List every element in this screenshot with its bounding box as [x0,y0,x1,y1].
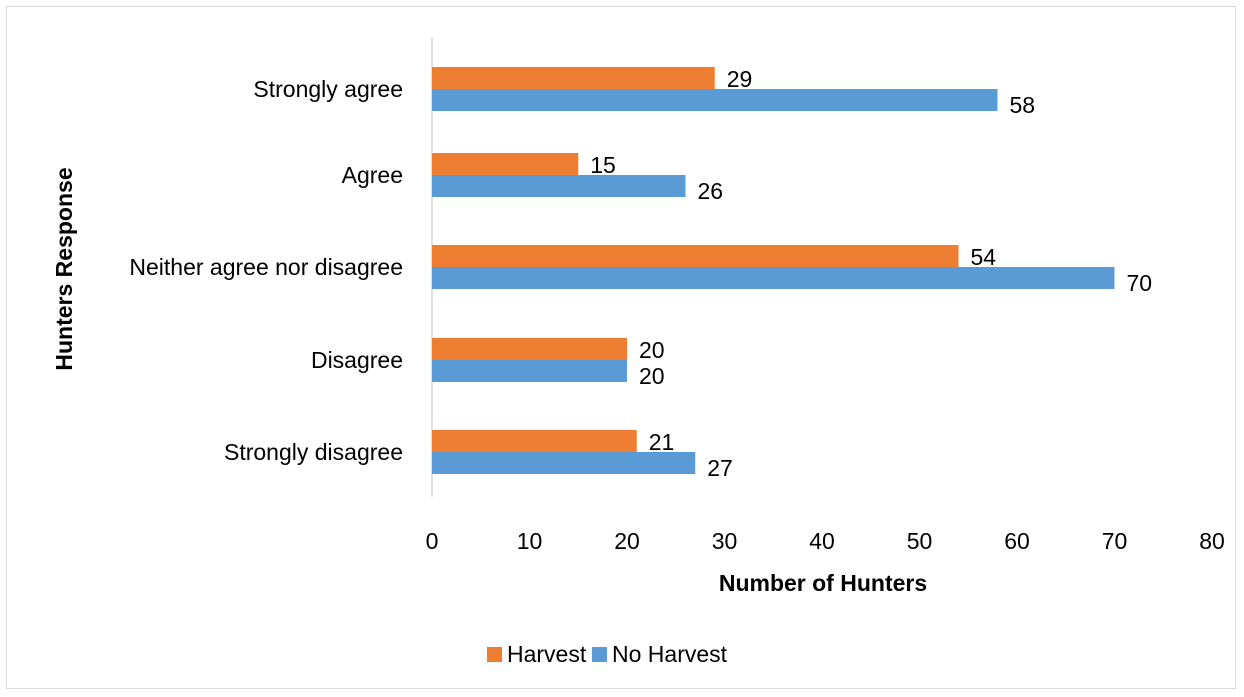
x-tick-label: 10 [517,528,543,554]
data-label: 15 [590,152,616,178]
data-label: 58 [1010,92,1036,118]
bar-no-harvest [432,267,1115,289]
legend-label: No Harvest [612,641,728,667]
bars-group [432,67,1115,474]
data-label: 26 [698,178,724,204]
data-label: 20 [639,337,665,363]
data-label: 54 [971,244,997,270]
data-label: 29 [727,66,753,92]
data-label: 70 [1127,270,1153,296]
category-labels: Strongly agree Agree Neither agree nor dis… [129,76,403,465]
bar-no-harvest [432,89,998,111]
x-tick-label: 60 [1004,528,1030,554]
legend-swatch [592,647,607,662]
x-tick-label: 0 [426,528,439,554]
category-label: Disagree [311,347,403,373]
chart-frame: Strongly agree Agree Neither agree nor dis… [6,6,1236,689]
category-label: Neither agree nor disagree [129,254,403,280]
y-axis-title: Hunters Response [51,167,77,370]
legend-label: Harvest [507,641,587,667]
bar-no-harvest [432,175,686,197]
x-tick-label: 30 [712,528,738,554]
legend: Harvest No Harvest [487,641,728,667]
data-label: 21 [649,429,675,455]
category-label: Strongly agree [253,76,403,102]
x-tick-label: 20 [614,528,640,554]
x-axis-title: Number of Hunters [719,570,927,596]
x-tick-label: 50 [907,528,933,554]
category-label: Agree [342,162,403,188]
bar-no-harvest [432,360,627,382]
bar-harvest [432,245,959,267]
x-tick-label: 40 [809,528,835,554]
bar-chart: Strongly agree Agree Neither agree nor dis… [51,37,1225,667]
legend-swatch [487,647,502,662]
data-label: 20 [639,363,665,389]
x-tick-label: 80 [1199,528,1225,554]
data-label: 27 [707,455,733,481]
bar-harvest [432,67,715,89]
bar-harvest [432,153,579,175]
x-tick-labels: 0 10 20 30 40 50 60 70 80 [426,528,1225,554]
bar-harvest [432,430,637,452]
bar-harvest [432,338,627,360]
x-tick-label: 70 [1102,528,1128,554]
bar-no-harvest [432,452,696,474]
category-label: Strongly disagree [224,439,403,465]
